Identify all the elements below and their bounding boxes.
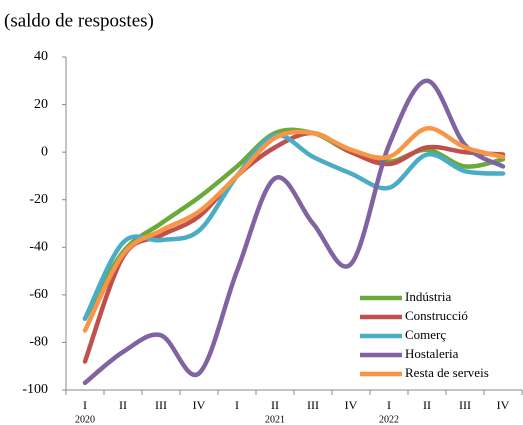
y-tick-label: 20 — [34, 97, 48, 112]
series-line — [82, 132, 506, 321]
chart-title: (saldo de respostes) — [4, 10, 154, 31]
legend-label: Construcció — [405, 308, 468, 323]
year-label: 2021 — [265, 414, 285, 425]
legend-label: Indústria — [405, 289, 451, 304]
y-tick-label: -20 — [29, 192, 48, 207]
series-line — [82, 78, 506, 386]
y-tick-label: -40 — [29, 240, 48, 255]
series-line — [82, 127, 506, 321]
legend-label: Comerç — [405, 327, 446, 342]
x-tick-label: I — [235, 398, 239, 412]
x-tick-label: II — [119, 398, 127, 412]
year-label: 2020 — [75, 414, 95, 425]
x-tick-label: III — [307, 398, 319, 412]
x-tick-label: II — [271, 398, 279, 412]
y-tick-label: 0 — [41, 144, 48, 159]
x-tick-label: I — [83, 398, 87, 412]
y-tick-label: 40 — [34, 49, 48, 64]
x-tick-label: I — [387, 398, 391, 412]
x-tick-label: IV — [193, 398, 206, 412]
x-tick-label: IV — [345, 398, 358, 412]
year-label: 2022 — [379, 414, 399, 425]
y-tick-label: -80 — [29, 335, 48, 350]
series-line — [82, 126, 506, 333]
x-tick-label: IV — [497, 398, 510, 412]
x-tick-label: III — [459, 398, 471, 412]
x-tick-label: III — [155, 398, 167, 412]
legend-label: Hostaleria — [405, 346, 459, 361]
legend-label: Resta de serveis — [405, 365, 489, 380]
y-tick-label: -100 — [22, 382, 48, 397]
y-tick-label: -60 — [29, 287, 48, 302]
x-tick-label: II — [423, 398, 431, 412]
